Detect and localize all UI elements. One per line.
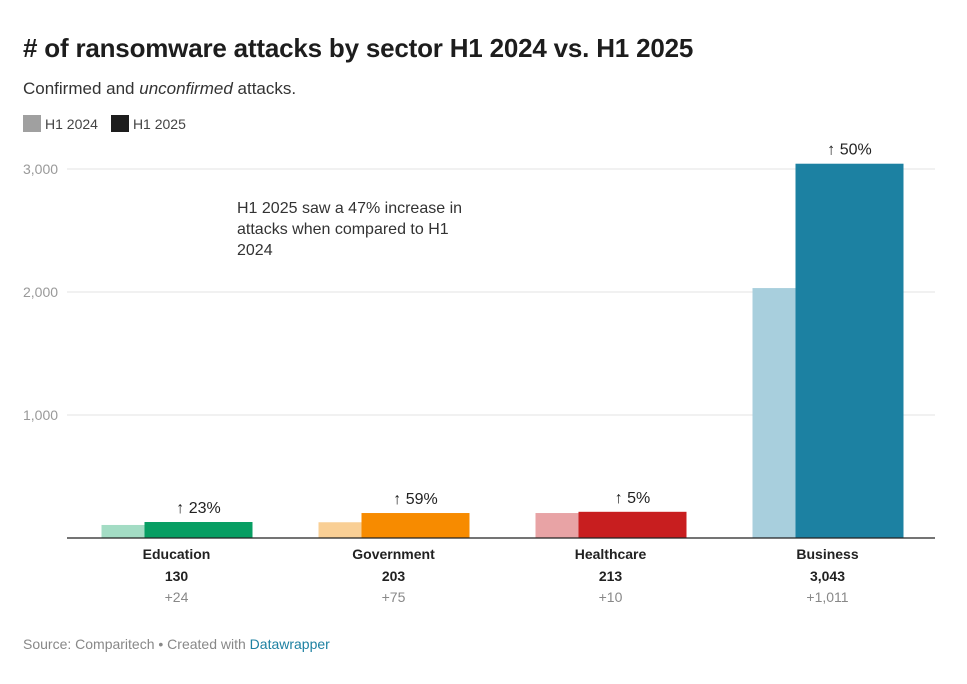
pct-change-label-business: ↑ 50% [827, 142, 871, 159]
annotation-line: H1 2025 saw a 47% increase in [237, 200, 462, 217]
subtitle-suffix: attacks. [232, 79, 297, 98]
bar-2024-healthcare [535, 513, 583, 538]
bar-2025-education [144, 522, 253, 538]
annotation-line: attacks when compared to H1 [237, 221, 449, 238]
bar-2025-healthcare [578, 511, 687, 538]
source-text: Source: Comparitech • Created with [23, 636, 250, 652]
y-tick-label-1000: 1,000 [23, 407, 58, 423]
bar-2024-business [752, 288, 800, 538]
bar-2025-business [795, 163, 904, 538]
value-label-business: 3,043 [810, 568, 845, 584]
annotation-line: 2024 [237, 242, 273, 259]
legend-label-h1-2025: H1 2025 [132, 115, 186, 132]
category-label-government: Government [352, 546, 435, 562]
value-label-education: 130 [165, 568, 189, 584]
value-label-healthcare: 213 [599, 568, 623, 584]
datawrapper-link[interactable]: Datawrapper [249, 636, 330, 652]
legend-swatch-h1-2025 [110, 115, 129, 132]
pct-change-label-education: ↑ 23% [176, 500, 220, 517]
y-tick-label-3000: 3,000 [23, 161, 58, 177]
legend: H1 2024 H1 2025 [23, 115, 199, 132]
legend-item-h1-2025: H1 2025 [110, 115, 186, 132]
legend-item-h1-2024: H1 2024 [23, 115, 98, 132]
change-label-education: +24 [165, 589, 189, 605]
subtitle-prefix: Confirmed and [23, 79, 140, 98]
bar-2024-government [318, 522, 366, 538]
legend-swatch-h1-2024 [23, 115, 41, 132]
bar-2025-government [361, 513, 470, 538]
subtitle-emphasis: unconfirmed [139, 79, 233, 98]
category-label-healthcare: Healthcare [575, 546, 647, 562]
legend-label-h1-2024: H1 2024 [45, 115, 98, 132]
pct-change-label-government: ↑ 59% [393, 491, 437, 508]
change-label-government: +75 [382, 589, 406, 605]
annotation-text: H1 2025 saw a 47% increase in attacks whe… [237, 200, 462, 259]
category-label-business: Business [796, 546, 858, 562]
bar-2024-education [101, 524, 149, 538]
y-tick-label-2000: 2,000 [23, 284, 58, 300]
category-label-education: Education [143, 546, 211, 562]
value-label-government: 203 [382, 568, 406, 584]
chart-title: # of ransomware attacks by sector H1 202… [23, 33, 694, 63]
pct-change-label-healthcare: ↑ 5% [615, 490, 651, 507]
change-label-business: +1,011 [806, 589, 848, 605]
chart-subtitle: Confirmed and unconfirmed attacks. [23, 79, 296, 99]
source-footer: Source: Comparitech • Created with Dataw… [23, 636, 330, 652]
change-label-healthcare: +10 [599, 589, 623, 605]
